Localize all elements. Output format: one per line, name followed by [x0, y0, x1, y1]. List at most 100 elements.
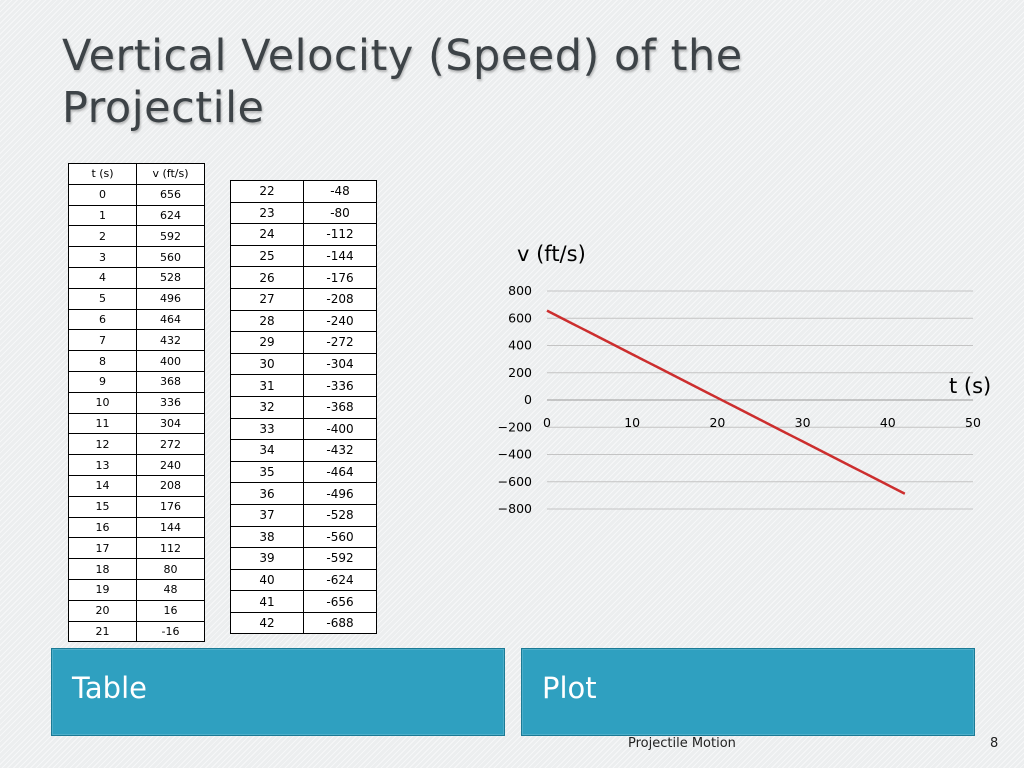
time-cell: 17 — [68, 537, 137, 560]
chart-series-group — [546, 309, 906, 495]
time-cell: 25 — [230, 244, 304, 268]
velocity-cell: 240 — [136, 454, 205, 476]
plot-section-label: Plot — [542, 671, 597, 705]
table-row: 42 -688 — [230, 611, 377, 635]
time-cell: 6 — [68, 308, 137, 331]
table-row: 14 208 — [68, 474, 205, 497]
table-row: 15 176 — [68, 495, 205, 518]
time-cell: 40 — [230, 568, 304, 592]
time-cell: 29 — [230, 331, 304, 354]
chart-y-tick-label: −400 — [498, 447, 532, 462]
velocity-chart: 800 600 400 200 0 −200 −400 −600 −800 0 10 20 30 40 5… — [498, 242, 992, 516]
velocity-table-part2: 22 -48 23 -80 24 -112 25 -144 26 -176 27 -208 28 -240… — [230, 180, 377, 635]
table-row: 3 560 — [68, 246, 205, 268]
table-row: 20 16 — [68, 599, 205, 622]
time-cell: 42 — [230, 611, 304, 635]
table-row: 6 464 — [68, 308, 205, 331]
table-row: 32 -368 — [230, 395, 377, 419]
velocity-cell: -16 — [136, 620, 205, 643]
velocity-cell: 624 — [136, 204, 205, 227]
table-row: 5 496 — [68, 287, 205, 310]
chart-x-tick-label: 50 — [965, 415, 981, 430]
chart-gridlines — [547, 290, 973, 510]
velocity-cell: -688 — [303, 611, 377, 635]
chart-x-tick-label: 20 — [709, 415, 725, 430]
velocity-cell: -656 — [303, 590, 377, 613]
velocity-cell: -240 — [303, 309, 377, 333]
chart-y-tick-label: 600 — [508, 310, 532, 325]
table-row: 10 336 — [68, 391, 205, 414]
table-row: 17 112 — [68, 537, 205, 560]
chart-x-tick-labels: 0 10 20 30 40 50 — [543, 415, 981, 430]
time-cell: 20 — [68, 599, 137, 622]
velocity-cell: 48 — [136, 578, 205, 601]
velocity-cell: 208 — [136, 474, 205, 497]
table-row: 39 -592 — [230, 547, 377, 570]
velocity-cell: -528 — [303, 503, 377, 527]
velocity-cell: -592 — [303, 547, 377, 570]
chart-x-tick-label: 40 — [880, 415, 896, 430]
velocity-cell: 16 — [136, 599, 205, 622]
table-row: 27 -208 — [230, 287, 377, 311]
table1-header-cell: t (s) — [68, 163, 137, 185]
table-row: 36 -496 — [230, 482, 377, 505]
table-row: 13 240 — [68, 454, 205, 476]
time-cell: 16 — [68, 516, 137, 539]
time-cell: 13 — [68, 454, 137, 476]
time-cell: 5 — [68, 287, 137, 310]
time-cell: 30 — [230, 352, 304, 376]
velocity-cell: -272 — [303, 331, 377, 354]
chart-x-tick-label: 10 — [624, 415, 640, 430]
chart-y-tick-label: −200 — [498, 419, 532, 434]
chart-y-tick-label: 400 — [508, 338, 532, 353]
table-row: 19 48 — [68, 578, 205, 601]
velocity-cell: -176 — [303, 266, 377, 289]
velocity-cell: 144 — [136, 516, 205, 539]
time-cell: 35 — [230, 460, 304, 484]
time-cell: 18 — [68, 558, 137, 580]
time-cell: 15 — [68, 495, 137, 518]
chart-series-line — [546, 309, 906, 495]
footer-title: Projectile Motion — [628, 736, 736, 751]
time-cell: 9 — [68, 370, 137, 393]
page-number: 8 — [990, 736, 999, 751]
table-row: 29 -272 — [230, 331, 377, 354]
table-row: 8 400 — [68, 350, 205, 372]
time-cell: 26 — [230, 266, 304, 289]
table-row: 34 -432 — [230, 439, 377, 462]
table-row: 40 -624 — [230, 568, 377, 592]
table-row: 35 -464 — [230, 460, 377, 484]
velocity-cell: 368 — [136, 370, 205, 393]
chart-x-tick-label: 0 — [543, 415, 551, 430]
velocity-cell: -560 — [303, 525, 377, 549]
table-row: 31 -336 — [230, 374, 377, 397]
time-cell: 32 — [230, 395, 304, 419]
table-section-bar: Table — [51, 648, 505, 736]
time-cell: 38 — [230, 525, 304, 549]
time-cell: 21 — [68, 620, 137, 643]
velocity-cell: 112 — [136, 537, 205, 560]
time-cell: 8 — [68, 350, 137, 372]
velocity-cell: 528 — [136, 266, 205, 289]
chart-y-tick-label: 800 — [508, 283, 532, 298]
slide-title-line2: Projectile — [62, 83, 265, 133]
table-row: 26 -176 — [230, 266, 377, 289]
chart-y-tick-labels: 800 600 400 200 0 −200 −400 −600 −800 — [498, 283, 532, 516]
table-row: 25 -144 — [230, 244, 377, 268]
table-row: 38 -560 — [230, 525, 377, 549]
time-cell: 33 — [230, 417, 304, 441]
time-cell: 22 — [230, 180, 304, 203]
velocity-cell: 400 — [136, 350, 205, 372]
table-row: 21 -16 — [68, 620, 205, 643]
velocity-cell: -464 — [303, 460, 377, 484]
time-cell: 36 — [230, 482, 304, 505]
slide-title: Vertical Velocity (Speed) of the Project… — [62, 30, 992, 134]
time-cell: 1 — [68, 204, 137, 227]
time-cell: 2 — [68, 225, 137, 248]
chart-y-tick-label: 200 — [508, 365, 532, 380]
time-cell: 19 — [68, 578, 137, 601]
velocity-cell: 560 — [136, 246, 205, 268]
table-row: 28 -240 — [230, 309, 377, 333]
table-row: 12 272 — [68, 433, 205, 456]
velocity-cell: 432 — [136, 329, 205, 352]
